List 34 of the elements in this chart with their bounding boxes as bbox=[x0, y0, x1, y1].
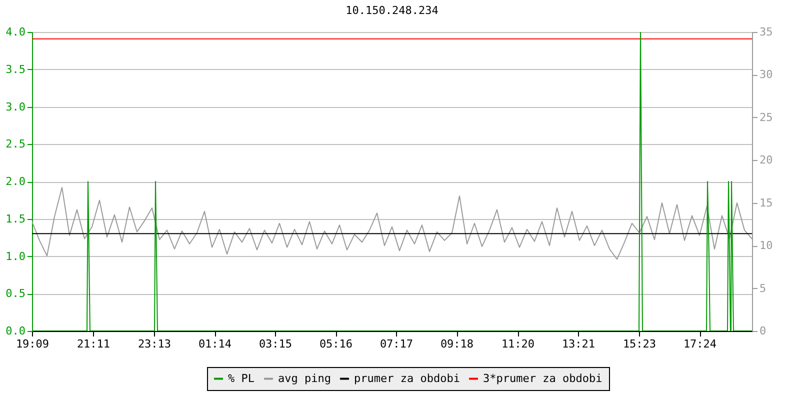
x-tick-label: 01:14 bbox=[198, 338, 232, 350]
y2-tick-label: 35 bbox=[760, 26, 773, 38]
x-tick-label: 11:20 bbox=[501, 338, 535, 350]
y2-tick-label: 25 bbox=[760, 110, 773, 124]
x-tick-label: 21:11 bbox=[76, 338, 110, 350]
x-tick-label: 15:23 bbox=[622, 338, 656, 350]
y2-tick-label: 30 bbox=[760, 68, 773, 82]
y-tick-label: 2.0 bbox=[6, 175, 26, 188]
legend-label: 3*prumer za obdobi bbox=[483, 372, 602, 385]
y-tick-label: 0.0 bbox=[6, 324, 26, 338]
x-tick-label: 17:24 bbox=[683, 338, 717, 350]
y2-tick-label: 0 bbox=[760, 324, 766, 338]
x-tick-label: 13:21 bbox=[562, 338, 596, 350]
legend-label: prumer za obdobi bbox=[354, 372, 460, 385]
y2-tick-label: 10 bbox=[760, 239, 773, 252]
legend-label: % PL bbox=[228, 372, 255, 385]
y-tick-label: 2.5 bbox=[6, 138, 26, 151]
y-tick-label: 1.0 bbox=[6, 250, 26, 263]
x-tick-label: 07:17 bbox=[380, 338, 414, 350]
x-tick-label: 19:09 bbox=[16, 338, 50, 350]
y2-tick-label: 20 bbox=[760, 154, 773, 167]
y-tick-label: 1.5 bbox=[6, 212, 26, 226]
y-tick-label: 4.0 bbox=[6, 26, 26, 38]
y2-tick-label: 15 bbox=[760, 196, 773, 210]
y-tick-label: 3.0 bbox=[6, 100, 26, 114]
chart-title: 10.150.248.234 bbox=[346, 4, 439, 17]
x-tick-label: 05:16 bbox=[319, 338, 353, 350]
y2-tick-label: 5 bbox=[760, 282, 766, 295]
x-tick-label: 23:13 bbox=[138, 338, 172, 350]
y-tick-label: 0.5 bbox=[6, 287, 26, 300]
legend-label: avg ping bbox=[278, 372, 331, 385]
x-tick-label: 03:15 bbox=[258, 338, 292, 350]
x-tick-label: 09:18 bbox=[440, 338, 474, 350]
y-tick-label: 3.5 bbox=[6, 62, 26, 76]
